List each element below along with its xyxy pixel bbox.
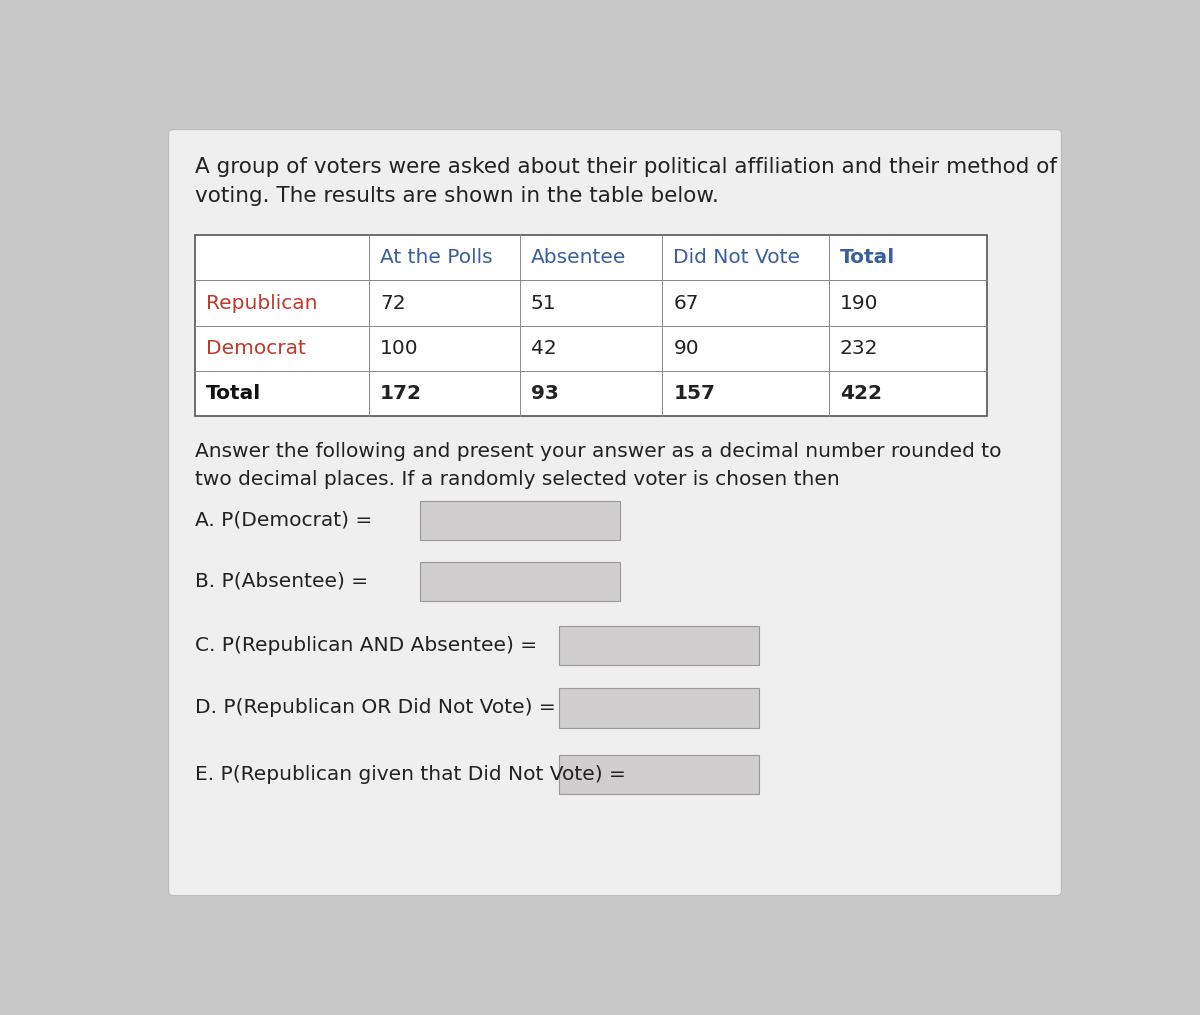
Text: A. P(Democrat) =: A. P(Democrat) = [194,511,372,530]
Text: 232: 232 [840,339,878,358]
Text: E. P(Republican given that Did Not Vote) =: E. P(Republican given that Did Not Vote)… [194,765,625,784]
FancyBboxPatch shape [168,130,1062,895]
Text: C. P(Republican AND Absentee) =: C. P(Republican AND Absentee) = [194,636,536,655]
Text: 42: 42 [530,339,557,358]
Bar [420,500,619,540]
Text: 51: 51 [530,293,557,313]
Text: 172: 172 [380,385,422,403]
Text: Answer the following and present your answer as a decimal number rounded to: Answer the following and present your an… [194,443,1001,461]
Bar [420,562,619,601]
Text: 100: 100 [380,339,419,358]
Text: two decimal places. If a randomly selected voter is chosen then: two decimal places. If a randomly select… [194,470,839,488]
Text: 190: 190 [840,293,878,313]
Bar [194,235,986,416]
Text: Did Not Vote: Did Not Vote [673,249,800,267]
Text: Total: Total [840,249,895,267]
Text: voting. The results are shown in the table below.: voting. The results are shown in the tab… [194,186,719,206]
Text: D. P(Republican OR Did Not Vote) =: D. P(Republican OR Did Not Vote) = [194,698,556,718]
Text: 93: 93 [530,385,558,403]
Text: Democrat: Democrat [206,339,306,358]
Text: B. P(Absentee) =: B. P(Absentee) = [194,571,367,591]
Bar [559,626,760,665]
Text: Absentee: Absentee [530,249,626,267]
Text: Republican: Republican [206,293,317,313]
Text: 157: 157 [673,385,715,403]
Bar [559,755,760,794]
Text: 422: 422 [840,385,882,403]
Text: A group of voters were asked about their political affiliation and their method : A group of voters were asked about their… [194,157,1057,177]
Text: 72: 72 [380,293,406,313]
Text: 67: 67 [673,293,698,313]
Bar [559,688,760,728]
Text: 90: 90 [673,339,698,358]
Text: Total: Total [206,385,262,403]
Text: At the Polls: At the Polls [380,249,493,267]
